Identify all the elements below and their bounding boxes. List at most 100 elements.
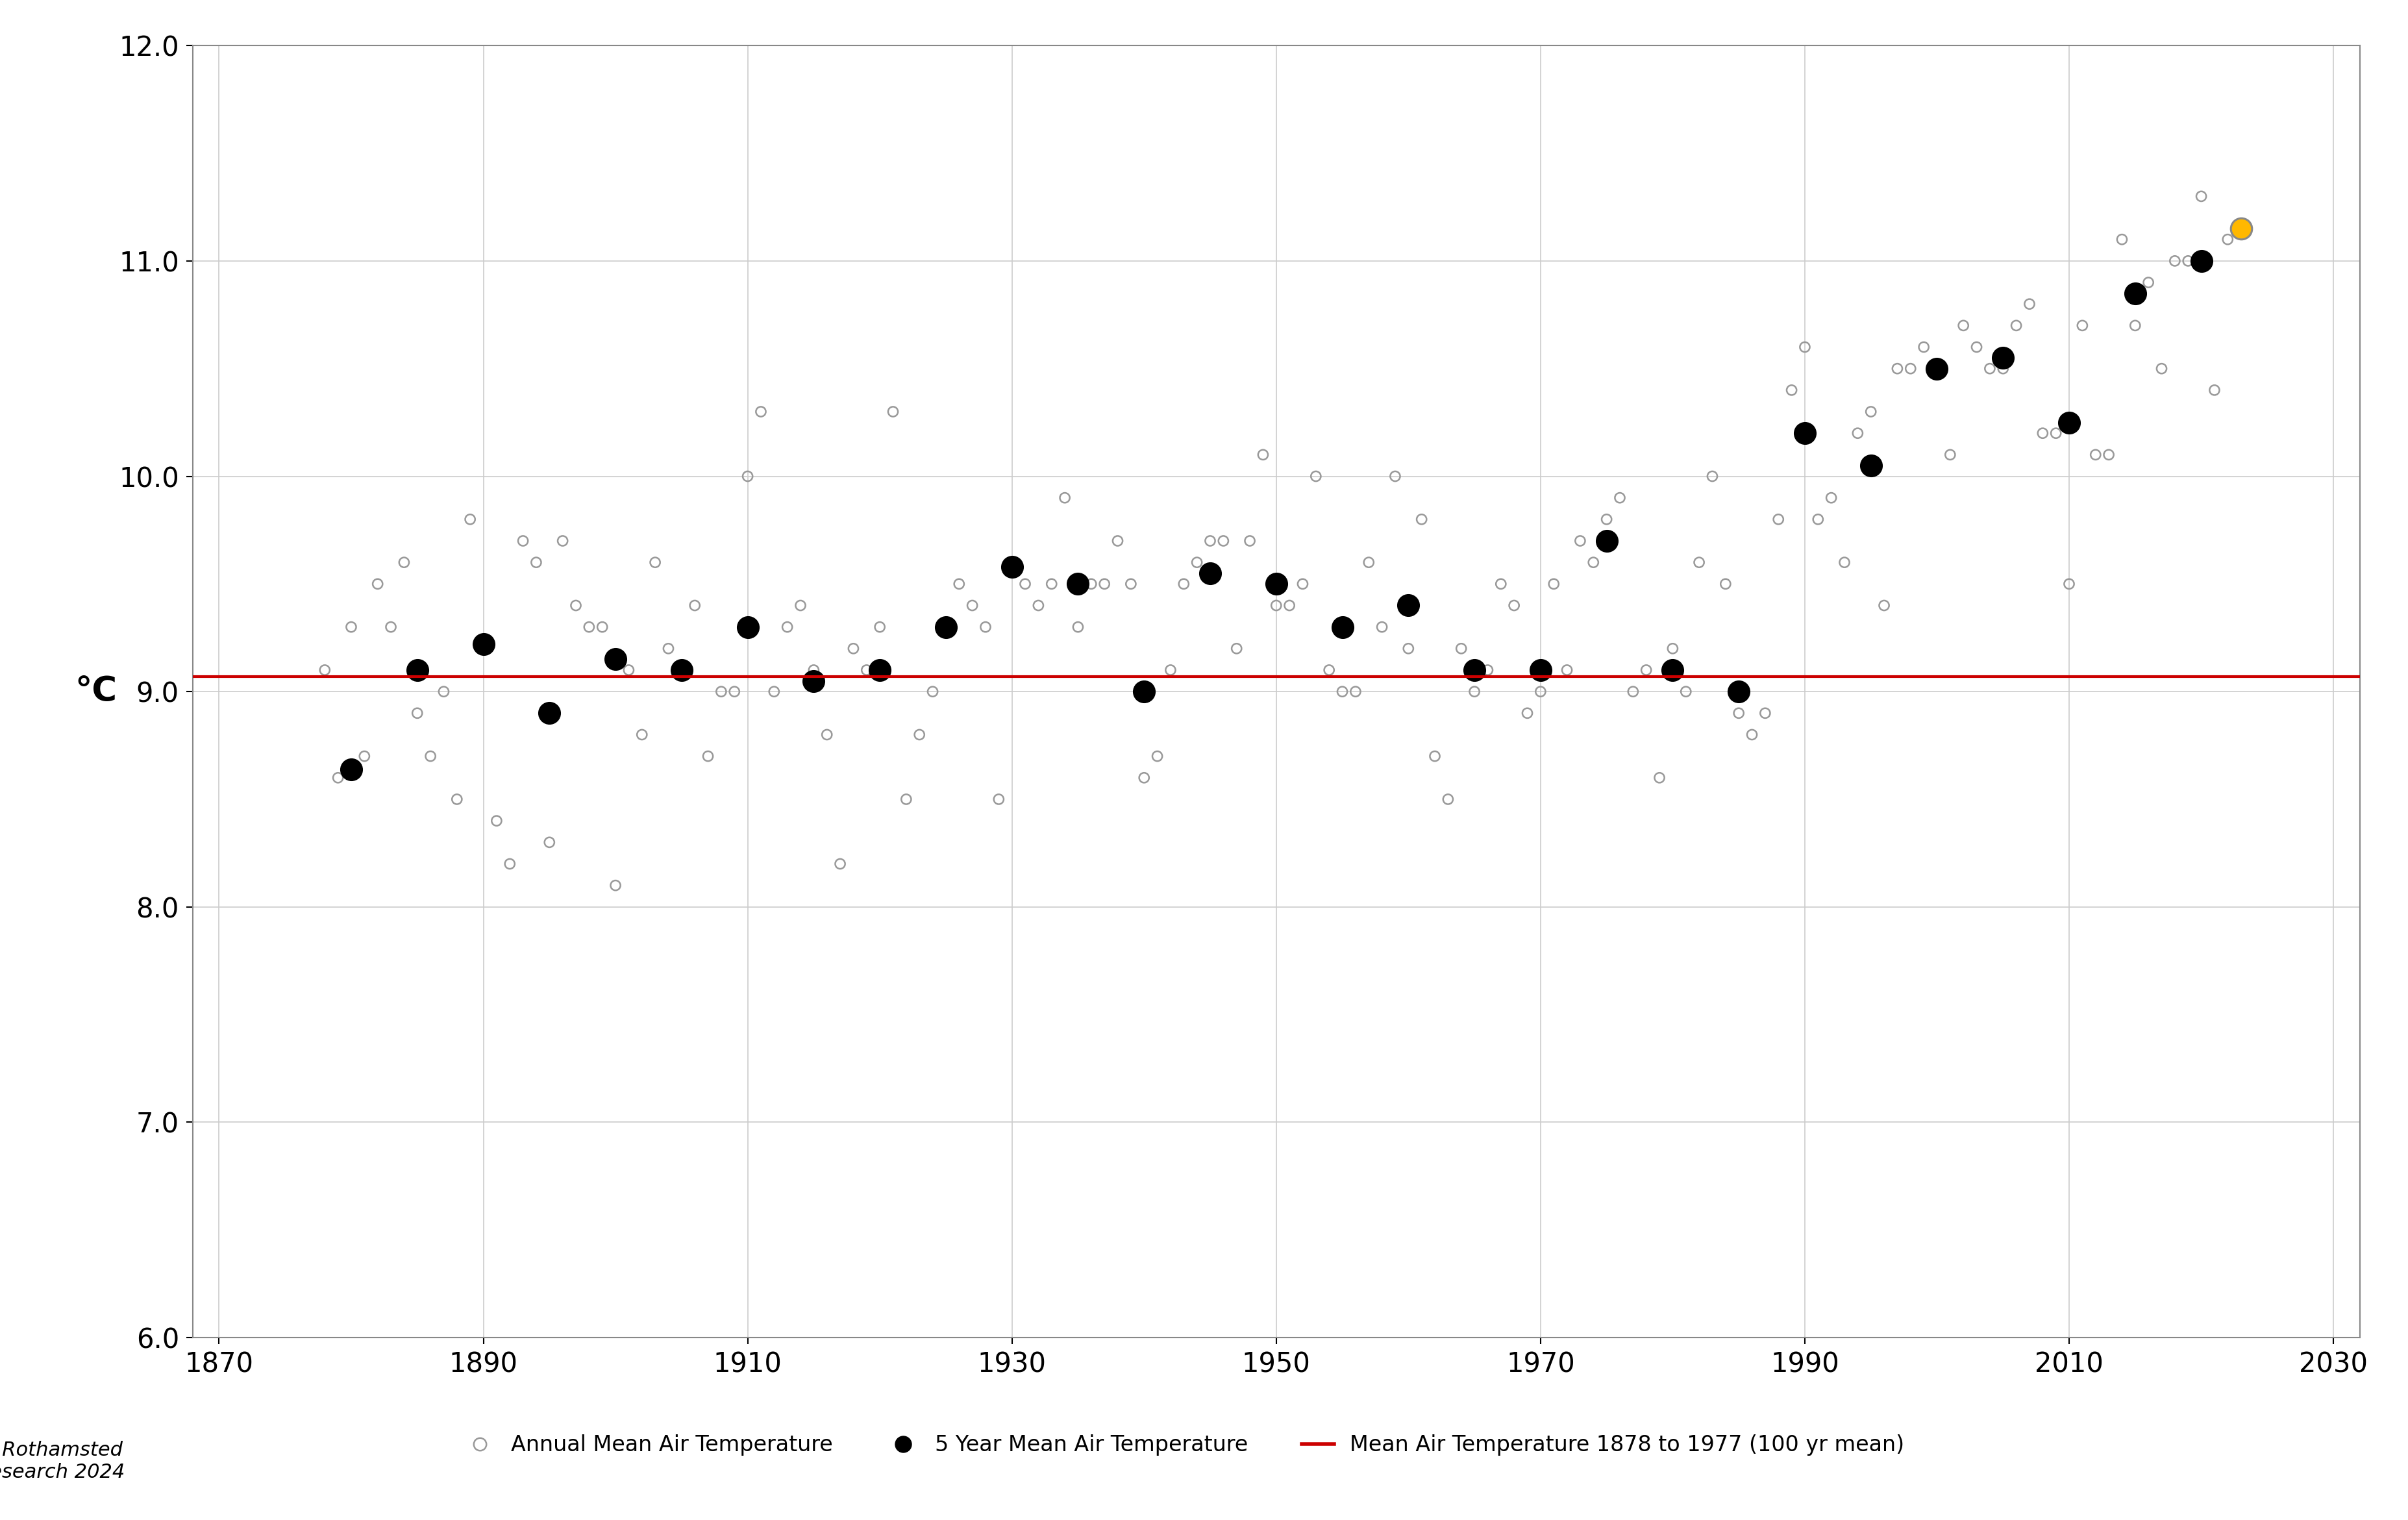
Point [2076,442,2114,467]
Point [1719,679,1758,704]
Point [1269,593,1308,617]
Point [1401,508,1440,532]
Point [1905,334,1943,359]
Point [1416,745,1454,769]
Point [1192,561,1230,585]
Point [1060,572,1098,596]
Point [677,593,715,617]
Point [1389,593,1428,617]
Point [860,658,898,682]
Point [2143,357,2182,382]
Point [1098,529,1137,553]
Point [1363,614,1401,638]
Point [1151,658,1190,682]
Point [1799,508,1837,532]
Point [1984,345,2023,369]
Point [1257,572,1296,596]
Point [2117,281,2155,306]
Point [571,614,609,638]
Point [2064,313,2102,337]
Point [848,658,886,682]
Point [1322,679,1361,704]
Point [1454,658,1493,682]
Point [821,851,860,876]
Point [1654,658,1693,682]
Point [742,400,780,424]
Point [1931,442,1970,467]
Point [1943,313,1982,337]
Point [1996,313,2035,337]
Point [1442,637,1481,661]
Point [1917,357,1955,382]
Point [2182,249,2220,274]
Point [1970,357,2008,382]
Point [1560,529,1599,553]
Point [860,614,898,638]
Point [980,787,1019,812]
Point [1534,572,1572,596]
Point [583,614,621,638]
Point [1917,357,1955,382]
Point [1495,593,1534,617]
Point [412,745,450,769]
Point [1375,464,1413,488]
Point [1746,701,1784,725]
Point [689,745,727,769]
Point [1428,787,1466,812]
Point [306,658,344,682]
Point [1507,701,1546,725]
Point [424,679,462,704]
Point [1296,464,1334,488]
Point [1310,658,1348,682]
Point [1086,572,1125,596]
Point [795,669,833,693]
Point [503,529,542,553]
Point [1245,442,1283,467]
Point [1522,658,1560,682]
Point [397,701,436,725]
Point [530,830,568,854]
Point [518,550,556,575]
Point [371,614,409,638]
Point [2223,216,2261,240]
Point [1348,550,1387,575]
Point [397,658,436,682]
Point [332,757,371,781]
Point [1322,614,1361,638]
Point [2011,292,2049,316]
Point [491,851,530,876]
Point [1628,658,1666,682]
Point [556,593,595,617]
Point [1060,614,1098,638]
Point [624,722,662,746]
Point [1481,572,1519,596]
Point [1984,357,2023,382]
Point [530,701,568,725]
Point [901,722,939,746]
Point [477,809,515,833]
Point [1178,550,1216,575]
Point [1852,400,1890,424]
Point [780,593,819,617]
Point [1772,378,1811,403]
Point [807,722,845,746]
Point [913,679,951,704]
Point [966,614,1004,638]
Point [597,648,636,672]
Point [1681,550,1719,575]
Point [886,787,925,812]
Point [1707,572,1746,596]
Point [650,637,689,661]
Point [1469,658,1507,682]
Point [1336,679,1375,704]
Point [1218,637,1257,661]
Point [1072,572,1110,596]
Point [662,658,701,682]
Point [1878,357,1917,382]
Point [1257,593,1296,617]
Point [1787,421,1825,445]
Point [318,766,356,790]
Point [1019,593,1057,617]
Point [1666,679,1705,704]
Point [992,550,1031,575]
